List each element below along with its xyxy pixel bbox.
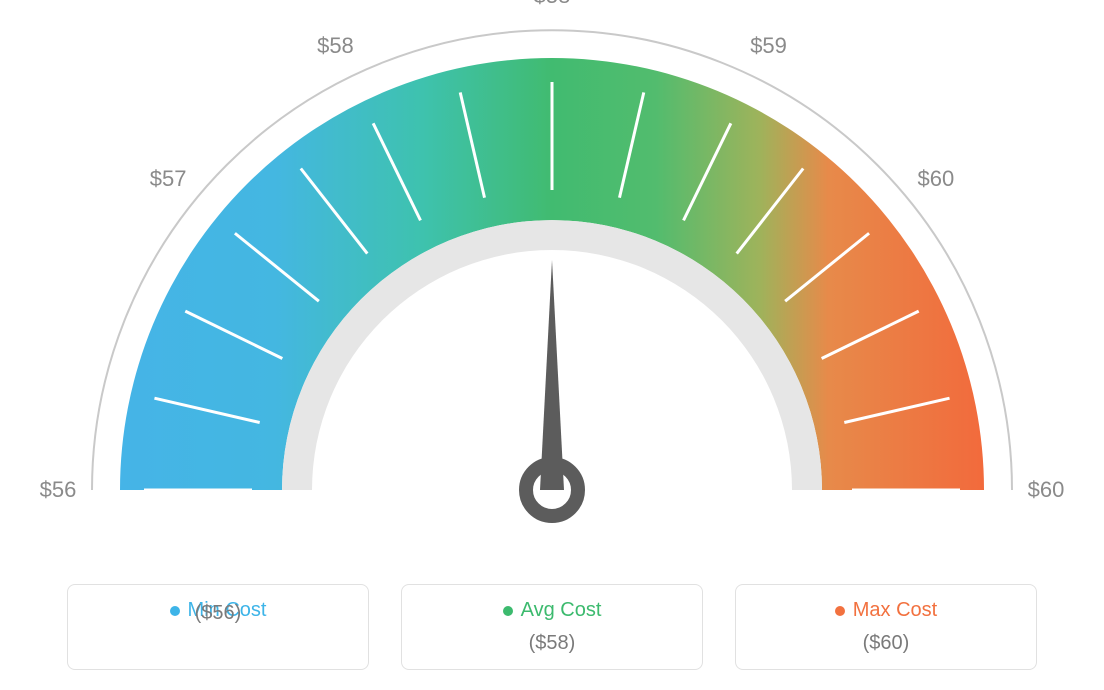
legend-avg-dot <box>503 606 513 616</box>
gauge-tick-label: $59 <box>750 33 787 59</box>
legend-avg: Avg Cost ($58) <box>401 584 703 670</box>
gauge-tick-label: $60 <box>918 166 955 192</box>
gauge-tick-label: $56 <box>40 477 77 503</box>
legend-row: Min Cost ($56) Avg Cost ($58) Max Cost (… <box>0 584 1104 670</box>
legend-avg-label: Avg Cost <box>521 599 602 622</box>
gauge-tick-label: $57 <box>150 166 187 192</box>
cost-gauge: $56 $57 $58 $58 $59 $60 $60 <box>0 0 1104 560</box>
legend-min-dot <box>170 606 180 616</box>
legend-min: Min Cost ($56) <box>67 584 369 670</box>
gauge-tick-label: $60 <box>1028 477 1065 503</box>
legend-max-dot <box>835 606 845 616</box>
gauge-tick-label: $58 <box>534 0 571 9</box>
legend-max: Max Cost ($60) <box>735 584 1037 670</box>
legend-max-label: Max Cost <box>853 599 937 622</box>
legend-min-value-text: ($56) <box>68 602 368 625</box>
legend-max-value-text: ($60) <box>736 632 1036 655</box>
legend-avg-value-text: ($58) <box>402 632 702 655</box>
gauge-tick-label: $58 <box>317 33 354 59</box>
